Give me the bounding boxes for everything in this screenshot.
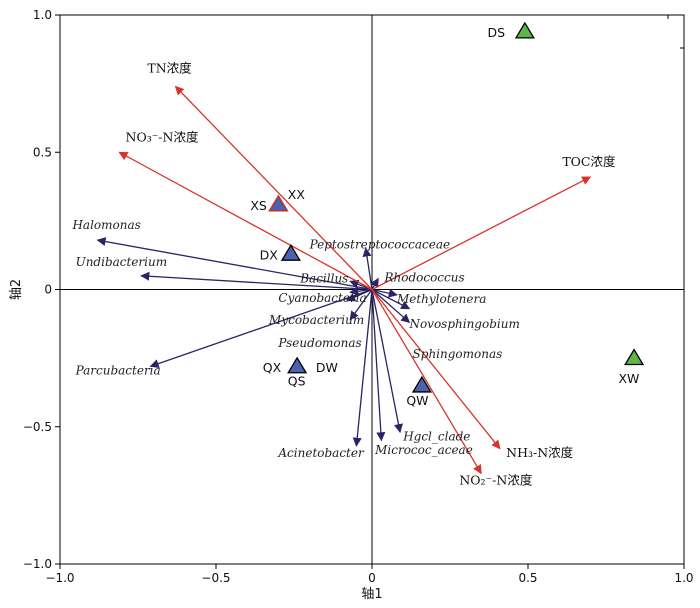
species-label: Bacillus	[299, 272, 348, 286]
species-vector	[140, 271, 373, 291]
site-label: DW	[316, 360, 338, 375]
env-label: NO₃⁻-N浓度	[126, 129, 199, 144]
site-marker	[280, 244, 301, 261]
species-label: Parcubacteria	[75, 364, 161, 378]
site-label: QW	[406, 393, 428, 408]
site-label: XX	[288, 187, 306, 202]
species-vector	[371, 289, 411, 324]
env-label: NO₂⁻-N浓度	[459, 472, 532, 487]
species-label: Micrococ_aceae	[374, 443, 473, 457]
species-label: Halomonas	[71, 218, 140, 232]
species-label: Methylotenera	[396, 292, 486, 306]
site-label: XS	[250, 198, 267, 213]
species-label: Hgcl_clade	[402, 429, 470, 443]
y-tick-label: −1.0	[23, 557, 52, 571]
site-marker	[514, 21, 535, 39]
env-vector	[371, 289, 501, 450]
species-label: Rhodococcus	[383, 270, 464, 284]
site-label: QX	[263, 360, 282, 375]
y-tick-label: −0.5	[23, 420, 52, 434]
site-marker	[624, 348, 645, 366]
site-marker	[411, 375, 432, 393]
species-label: Pseudomonas	[277, 336, 361, 350]
species-vector	[96, 237, 373, 291]
site-label: DS	[487, 25, 505, 40]
env-label: NH₃-N浓度	[506, 445, 574, 460]
env-vector	[371, 176, 592, 291]
species-vector	[371, 288, 398, 298]
y-tick-label: 0	[44, 283, 52, 297]
site-marker	[268, 194, 289, 212]
species-label: Cyanobacteria	[278, 291, 366, 305]
env-vector	[174, 85, 373, 290]
site-marker	[287, 356, 308, 374]
env-label: TN浓度	[147, 61, 192, 76]
site-label: XW	[618, 371, 639, 386]
species-vector	[371, 289, 386, 442]
y-tick-label: 1.0	[33, 8, 52, 22]
env-vector	[371, 289, 482, 475]
y-tick-label: 0.5	[33, 145, 52, 159]
y-axis-title: 轴2	[9, 279, 24, 300]
env-vector	[118, 151, 373, 291]
x-tick-label: −0.5	[201, 571, 230, 585]
species-label: Novosphingobium	[408, 317, 519, 331]
site-label: QS	[288, 374, 306, 389]
species-vector	[349, 286, 373, 296]
x-tick-label: 0.5	[518, 571, 537, 585]
species-label: Mycobacterium	[268, 313, 364, 327]
species-vector	[346, 288, 373, 302]
env-label: TOC浓度	[562, 154, 616, 169]
species-label: Undibacterium	[76, 255, 168, 269]
x-tick-label: 1.0	[674, 571, 693, 585]
species-vector	[371, 288, 411, 310]
species-vector	[370, 277, 379, 290]
species-label: Sphingomonas	[413, 347, 503, 361]
species-vector	[352, 289, 373, 447]
species-label: Peptostreptococcaceae	[309, 237, 451, 251]
species-vector	[349, 289, 373, 321]
species-vector	[149, 288, 373, 368]
site-marker	[268, 194, 289, 212]
species-vector	[371, 289, 403, 434]
x-axis-title: 轴1	[361, 587, 382, 602]
x-tick-label: −1.0	[45, 571, 74, 585]
species-label: Acinetobacter	[277, 446, 365, 460]
x-tick-label: 0	[368, 571, 376, 585]
site-label: DX	[260, 247, 279, 262]
